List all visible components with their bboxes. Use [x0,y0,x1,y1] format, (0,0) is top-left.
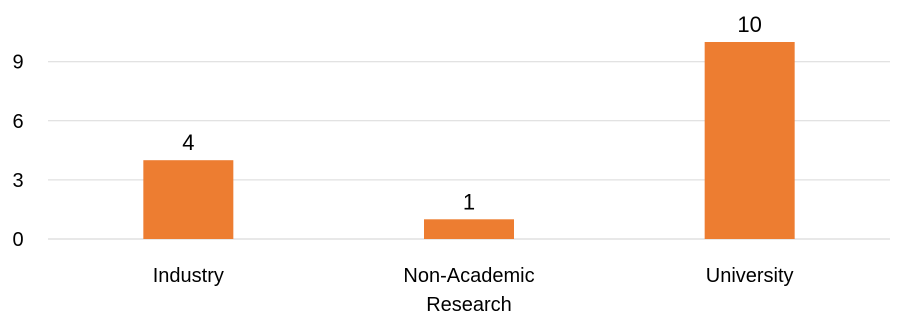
y-axis-tick-labels: 0 3 6 9 [12,52,23,251]
bar [704,42,795,239]
bars [143,42,795,239]
y-tick-label: 9 [12,52,23,74]
x-axis-category-labels: Industry Non-Academic Research University [153,265,794,316]
y-tick-label: 3 [12,170,23,192]
category-label: Research [426,294,512,316]
y-tick-label: 6 [12,111,23,133]
bar [424,219,514,239]
y-tick-label: 0 [12,229,23,251]
category-label: Non-Academic [403,265,534,287]
category-label: Industry [153,265,224,287]
data-label: 1 [463,189,475,214]
category-label: University [706,265,794,287]
data-labels: 4 1 10 [182,12,762,214]
bar [143,160,234,239]
data-label: 10 [737,12,761,37]
data-label: 4 [182,130,194,155]
